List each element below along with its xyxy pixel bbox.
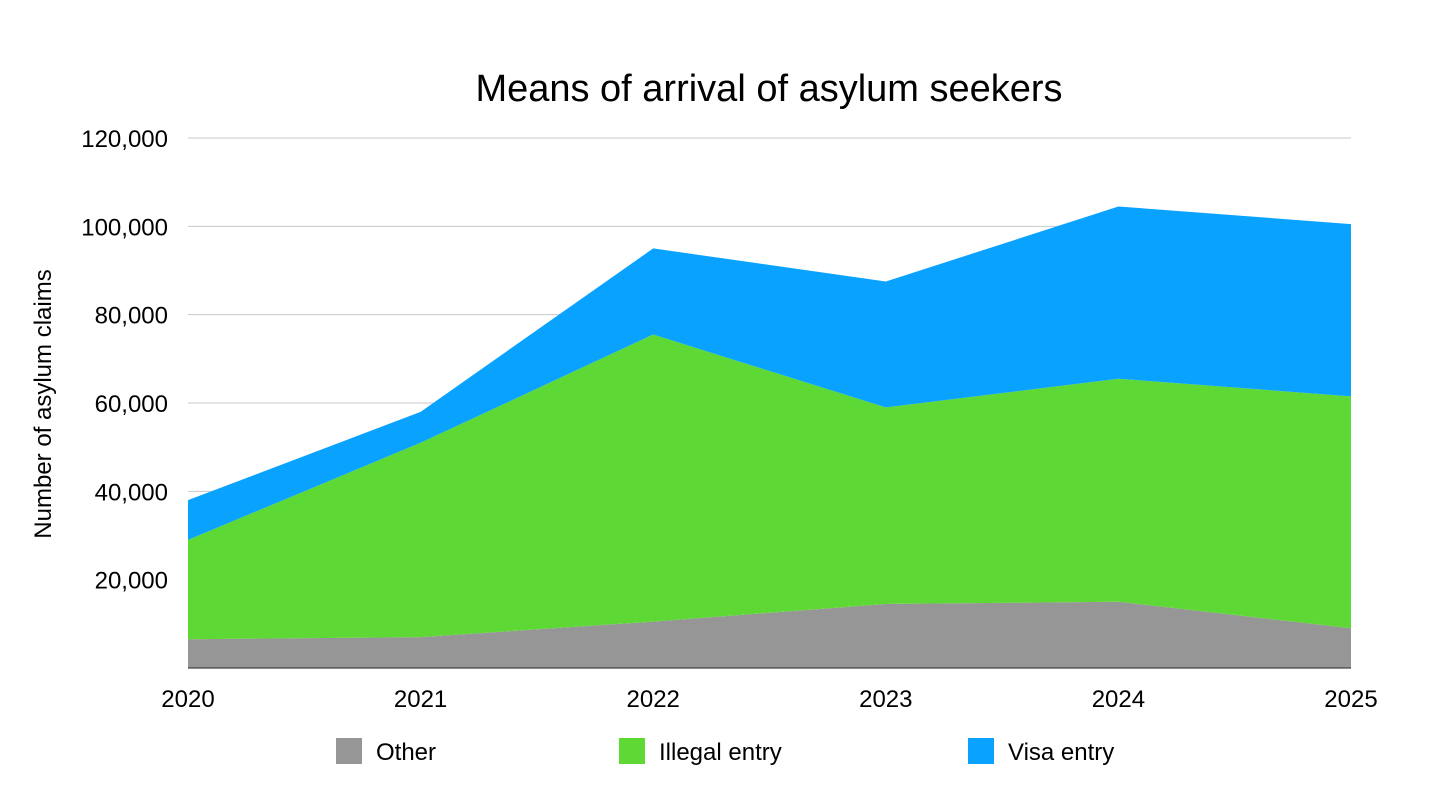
area-visa-entry <box>188 206 1351 540</box>
y-tick-label: 20,000 <box>95 568 168 595</box>
area-illegal-entry <box>188 334 1351 640</box>
y-axis-label: Number of asylum claims <box>30 269 57 538</box>
x-tick-label: 2024 <box>1092 686 1145 713</box>
y-tick-label: 100,000 <box>81 214 168 241</box>
legend-label-visa-entry: Visa entry <box>1008 739 1114 766</box>
x-tick-label: 2022 <box>627 686 680 713</box>
legend-swatch-illegal-entry <box>619 738 645 764</box>
chart-title: Means of arrival of asylum seekers <box>475 68 1062 110</box>
area-other <box>188 601 1351 668</box>
legend: Other Illegal entry Visa entry <box>336 738 1114 766</box>
y-tick-label: 40,000 <box>95 479 168 506</box>
x-tick-label: 2020 <box>161 686 214 713</box>
y-tick-labels: 20,000 40,000 60,000 80,000 100,000 120,000 <box>81 126 168 595</box>
legend-swatch-other <box>336 738 362 764</box>
y-tick-label: 80,000 <box>95 303 168 330</box>
y-tick-label: 120,000 <box>81 126 168 153</box>
legend-swatch-visa-entry <box>968 738 994 764</box>
x-tick-label: 2021 <box>394 686 447 713</box>
x-tick-labels: 2020 2021 2022 2023 2024 2025 <box>161 686 1377 713</box>
areas <box>188 206 1351 668</box>
x-tick-label: 2023 <box>859 686 912 713</box>
legend-label-other: Other <box>376 739 436 766</box>
legend-label-illegal-entry: Illegal entry <box>659 739 782 766</box>
y-tick-label: 60,000 <box>95 391 168 418</box>
x-tick-label: 2025 <box>1324 686 1377 713</box>
